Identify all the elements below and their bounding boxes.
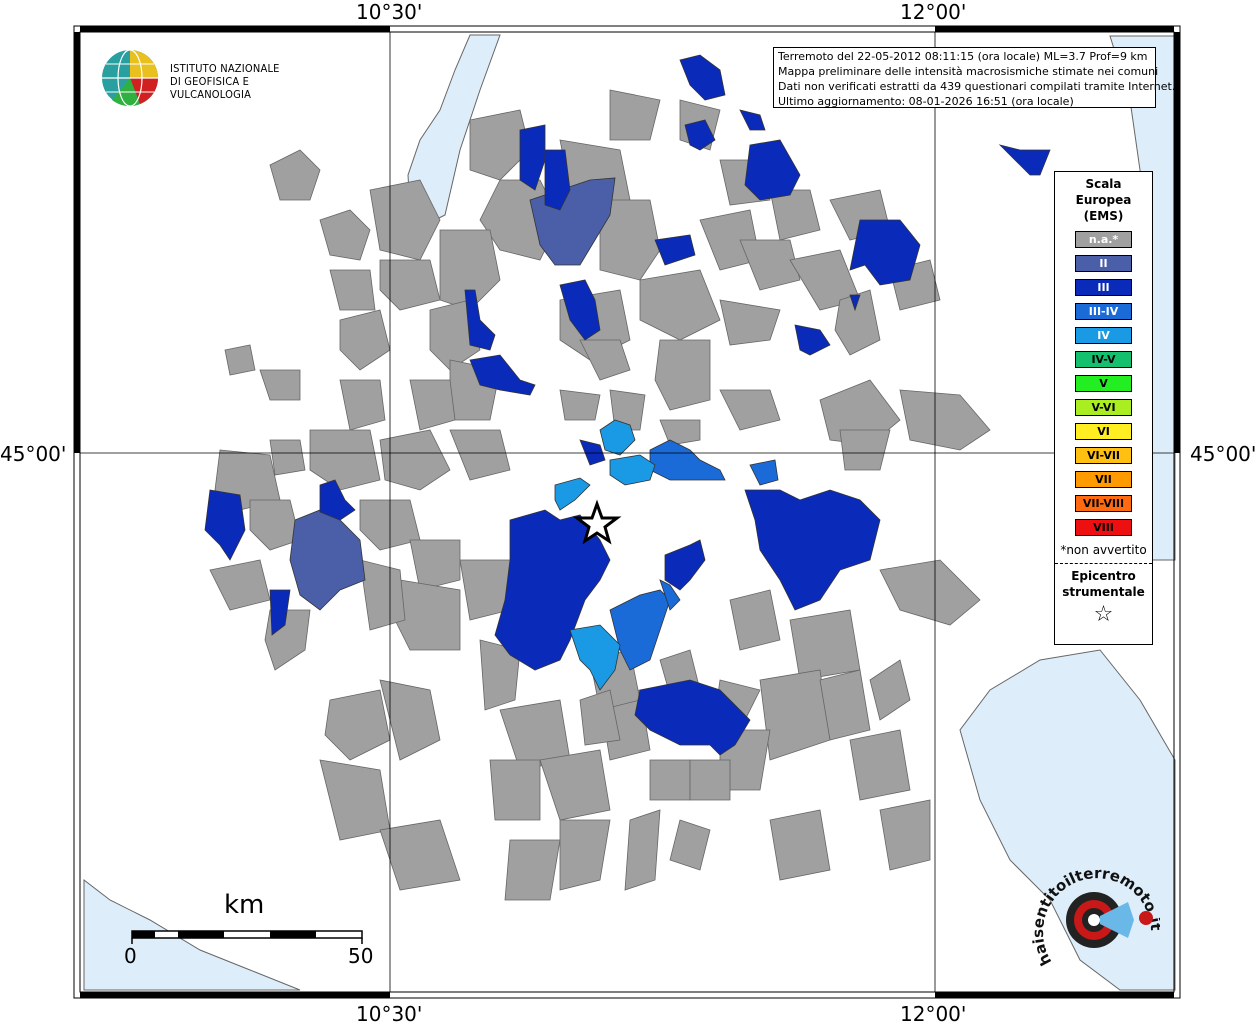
legend-item: V-VI bbox=[1075, 399, 1132, 416]
legend-item: VII-VIII bbox=[1075, 495, 1132, 512]
legend-item: VII bbox=[1075, 471, 1132, 488]
event-info-box: Terremoto del 22-05-2012 08:11:15 (ora l… bbox=[773, 47, 1176, 108]
lon-label-top-right: 12°00' bbox=[900, 0, 967, 24]
info-line-3: Dati non verificati estratti da 439 ques… bbox=[778, 80, 1176, 93]
legend-item: III-IV bbox=[1075, 303, 1132, 320]
info-line-2: Mappa preliminare delle intensità macros… bbox=[778, 65, 1159, 78]
adriatic-sea-south bbox=[959, 649, 1176, 991]
epicenter-star-icon bbox=[572, 499, 622, 545]
haisentito-logo-icon: haisentitoilterremoto.it bbox=[1029, 864, 1165, 969]
legend-items: n.a.* II III III-IV IV IV-V V V-VI VI VI-VII VII VI… bbox=[1055, 231, 1152, 536]
legend-item: II bbox=[1075, 255, 1132, 272]
legend-title: Scala Europea (EMS) bbox=[1055, 176, 1152, 224]
legend-item: n.a.* bbox=[1075, 231, 1132, 248]
ingv-logo-line2: DI GEOFISICA E VULCANOLOGIA bbox=[170, 75, 252, 101]
municipalities-IV bbox=[554, 419, 656, 691]
scale-max: 50 bbox=[348, 944, 374, 968]
lon-label-bottom-left: 10°30' bbox=[356, 1002, 423, 1026]
legend-note: *non avvertito bbox=[1060, 543, 1147, 557]
legend-star-icon: ☆ bbox=[1093, 602, 1114, 627]
tyrrhenian-sea bbox=[83, 878, 301, 991]
scale-min: 0 bbox=[124, 944, 137, 968]
legend-item: IV-V bbox=[1075, 351, 1132, 368]
ingv-globe-icon bbox=[102, 49, 158, 107]
legend-item: III bbox=[1075, 279, 1132, 296]
scale-bar bbox=[131, 930, 363, 944]
scale-unit: km bbox=[224, 890, 265, 920]
info-line-1: Terremoto del 22-05-2012 08:11:15 (ora l… bbox=[778, 50, 1148, 63]
municipalities-III-IV bbox=[609, 439, 779, 671]
legend-item: VI-VII bbox=[1075, 447, 1132, 464]
haisentito-logo: haisentitoilterremoto.it bbox=[1029, 862, 1165, 974]
graticule bbox=[80, 32, 1174, 992]
ingv-logo-line1: ISTITUTO NAZIONALE bbox=[170, 62, 280, 75]
legend-title-line1: Scala bbox=[1085, 177, 1122, 191]
lat-label-left: 45°00' bbox=[0, 442, 67, 466]
legend-epicenter-line1: Epicentro bbox=[1071, 569, 1136, 583]
legend-item: VIII bbox=[1075, 519, 1132, 536]
ingv-logo: ISTITUTO NAZIONALE DI GEOFISICA E VULCAN… bbox=[100, 48, 330, 108]
lat-label-right: 45°00' bbox=[1190, 442, 1256, 466]
intensity-legend: Scala Europea (EMS) n.a.* II III III-IV IV IV… bbox=[1054, 171, 1153, 645]
legend-item: V bbox=[1075, 375, 1132, 392]
lon-label-bottom-right: 12°00' bbox=[900, 1002, 967, 1026]
legend-title-line3: (EMS) bbox=[1083, 209, 1124, 223]
legend-item: VI bbox=[1075, 423, 1132, 440]
legend-epicenter-line2: strumentale bbox=[1062, 585, 1145, 599]
legend-item: IV bbox=[1075, 327, 1132, 344]
municipalities-III bbox=[204, 54, 1051, 756]
lon-label-top-left: 10°30' bbox=[356, 0, 423, 24]
info-line-4: Ultimo aggiornamento: 08-01-2026 16:51 (… bbox=[778, 95, 1074, 108]
legend-title-line2: Europea bbox=[1075, 193, 1132, 207]
map-frame bbox=[73, 25, 1181, 999]
legend-separator bbox=[1055, 563, 1152, 564]
legend-epicenter-label: Epicentro strumentale bbox=[1055, 568, 1152, 600]
municipalities-na bbox=[209, 89, 991, 901]
